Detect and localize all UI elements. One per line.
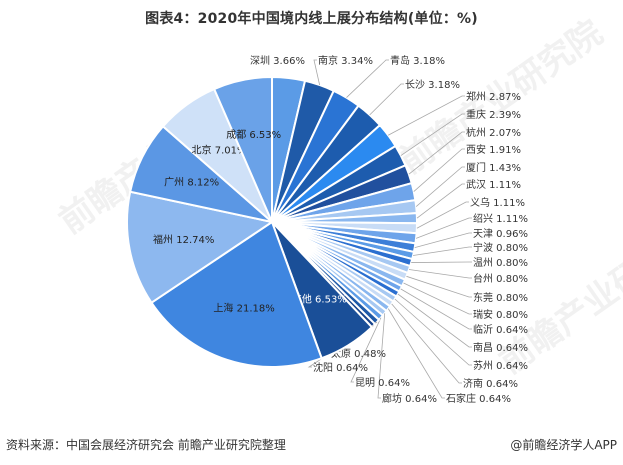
slice-label: 绍兴 1.11%: [473, 212, 528, 225]
pie-slice: [212, 75, 273, 223]
chart-title: 图表4：2020年中国境内线上展分布结构(单位：%): [145, 11, 478, 27]
slice-label: 台州 0.80%: [473, 272, 528, 285]
source-note: 资料来源：中国会展经济研究会 前瞻产业研究院整理: [6, 438, 286, 452]
slice-label: 苏州 0.64%: [473, 359, 528, 372]
leader-line: [413, 246, 472, 256]
leader-line: [400, 288, 472, 330]
slice-label: 宁波 0.80%: [473, 241, 528, 254]
leader-line: [408, 269, 472, 279]
slice-label: 北京 7.01%: [192, 143, 247, 156]
slice-label: 重庆 2.39%: [466, 108, 521, 121]
slice-label: 温州 0.80%: [473, 257, 528, 269]
leader-line: [408, 131, 465, 175]
slice-label: 沈阳 0.64%: [313, 361, 368, 374]
leader-line: [397, 293, 472, 348]
slice-label: 石家庄 0.64%: [446, 392, 511, 405]
credit-note: @前瞻经济学人APP: [510, 438, 617, 452]
slice-label: 廊坊 0.64%: [382, 392, 437, 405]
slice-label: 杭州 2.07%: [466, 126, 521, 139]
slice-label: 义乌 1.11%: [470, 196, 525, 209]
leader-line: [416, 201, 469, 229]
leader-line: [411, 261, 472, 263]
leader-line: [391, 303, 462, 384]
slice-label: 福州 12.74%: [153, 233, 214, 246]
slice-label: 太原 0.48%: [331, 347, 386, 360]
slice-label: 昆明 0.64%: [355, 377, 410, 389]
slice-label: 深圳 3.66%: [250, 55, 305, 67]
slice-label: 成都 6.53%: [226, 129, 281, 141]
leader-line: [313, 59, 321, 86]
leader-line: [415, 217, 472, 239]
pie-chart: 深圳 3.66% 南京 3.34% 青岛 3.18% 长沙 3.18% 郑州 2.87%…: [126, 54, 528, 405]
slice-label: 瑞安 0.80%: [473, 308, 528, 321]
leader-line: [413, 148, 465, 192]
slice-label: 厦门 1.43%: [466, 161, 521, 174]
leader-line: [350, 317, 382, 383]
leader-line: [387, 308, 445, 399]
leader-line: [414, 232, 472, 249]
slice-label: 上海 21.18%: [213, 301, 274, 314]
slice-label: 南京 3.34%: [318, 54, 373, 67]
slice-label: 济南 0.64%: [463, 377, 518, 390]
leader-line: [387, 95, 465, 136]
slice-label: 东莞 0.80%: [473, 291, 528, 304]
slice-label: 临沂 0.64%: [473, 323, 528, 336]
slice-label: 青岛 3.18%: [390, 54, 445, 67]
slice-label: 广州 8.12%: [164, 177, 219, 189]
leader-line: [369, 83, 404, 116]
slice-label: 天津 0.96%: [473, 228, 528, 240]
pie-slice: [150, 220, 323, 368]
leader-line: [377, 313, 386, 399]
slice-label: 其他 6.53%: [292, 292, 347, 305]
leader-line: [415, 166, 465, 207]
leader-line: [346, 59, 389, 98]
slice-label: 长沙 3.18%: [405, 79, 460, 91]
leader-line: [416, 183, 465, 219]
slice-label: 郑州 2.87%: [466, 90, 521, 103]
slice-label: 武汉 1.11%: [466, 178, 521, 191]
slice-label: 西安 1.91%: [466, 143, 521, 156]
leader-line: [400, 113, 465, 156]
slice-label: 南昌 0.64%: [473, 341, 528, 354]
leader-line: [403, 282, 472, 315]
leader-line: [394, 298, 472, 366]
leader-line: [406, 275, 472, 298]
pie-slice: [126, 190, 275, 305]
